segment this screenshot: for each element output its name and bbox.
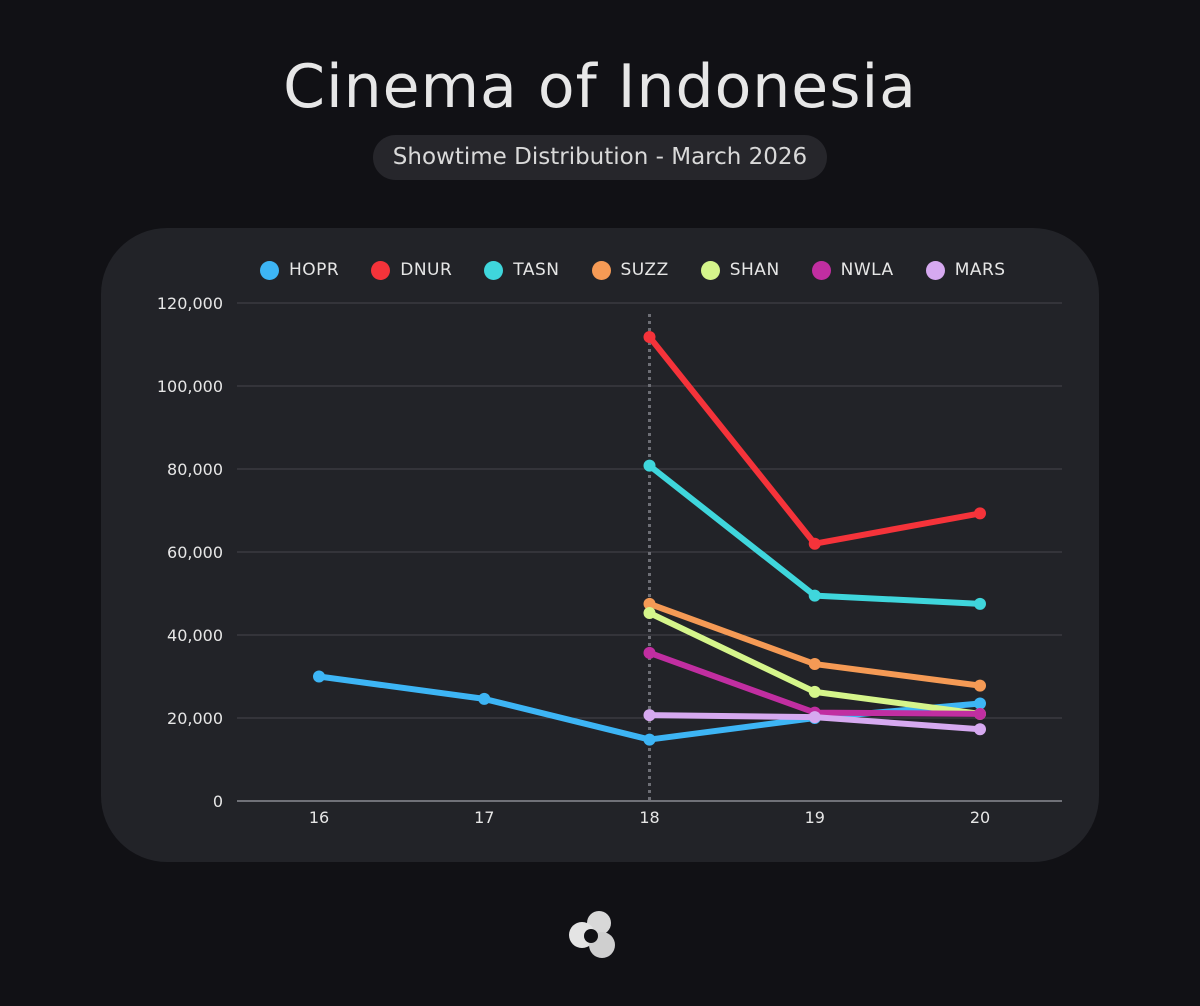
data-point-tasn	[808, 589, 821, 602]
legend-swatch	[484, 260, 504, 280]
legend-label: HOPR	[289, 260, 340, 280]
legend-label: MARS	[954, 260, 1006, 280]
legend-label: NWLA	[840, 260, 894, 280]
legend-item-mars: MARS	[925, 260, 1006, 280]
x-tick-label: 20	[970, 808, 990, 827]
page-title: Cinema of Indonesia	[283, 52, 917, 122]
x-tick-label: 16	[309, 808, 329, 827]
data-point-hopr	[478, 692, 491, 705]
legend-swatch	[700, 260, 720, 280]
y-tick-label: 100,000	[157, 377, 223, 396]
data-point-tasn	[974, 597, 986, 610]
data-point-mars	[643, 709, 656, 722]
legend-item-shan: SHAN	[700, 260, 780, 280]
legend-label: SUZZ	[620, 260, 669, 280]
legend-label: TASN	[513, 260, 560, 280]
data-point-suzz	[808, 658, 821, 671]
data-point-hopr	[974, 697, 986, 710]
y-tick-label: 60,000	[167, 543, 223, 562]
legend-label: SHAN	[729, 260, 780, 280]
data-point-dnur	[808, 537, 821, 550]
data-point-dnur	[643, 331, 656, 344]
chart-card	[101, 228, 1099, 862]
subtitle-pill: Showtime Distribution - March 2026	[372, 135, 828, 180]
chart-legend: HOPR DNUR TASN SUZZ SHAN NWLA MARS	[260, 258, 1038, 282]
legend-swatch	[925, 260, 945, 280]
series-line-dnur	[646, 334, 983, 547]
legend-label: DNUR	[400, 260, 453, 280]
legend-item-suzz: SUZZ	[591, 260, 669, 280]
data-point-nwla	[974, 707, 986, 720]
x-tick-label: 19	[805, 808, 825, 827]
y-tick-label: 80,000	[167, 460, 223, 479]
y-tick-label: 20,000	[167, 709, 223, 728]
legend-swatch	[811, 260, 831, 280]
data-point-dnur	[974, 507, 986, 520]
legend-item-tasn: TASN	[484, 260, 559, 280]
x-tick-label: 18	[639, 808, 659, 827]
legend-item-hopr: HOPR	[260, 260, 339, 280]
y-tick-label: 0	[213, 792, 223, 811]
data-point-nwla	[643, 646, 656, 659]
data-point-hopr	[313, 670, 325, 683]
data-point-suzz	[643, 597, 656, 610]
legend-swatch	[260, 260, 279, 280]
data-point-mars	[974, 723, 986, 736]
legend-item-dnur: DNUR	[371, 260, 452, 280]
y-tick-label: 40,000	[167, 626, 223, 645]
data-point-shan	[808, 685, 821, 698]
legend-swatch	[591, 260, 611, 280]
data-point-hopr	[643, 733, 656, 746]
brand-logo-icon	[569, 911, 615, 958]
legend-swatch	[371, 260, 391, 280]
y-tick-label: 120,000	[157, 294, 223, 313]
series-line-tasn	[646, 462, 983, 607]
data-point-suzz	[974, 679, 986, 692]
x-tick-label: 17	[474, 808, 494, 827]
data-point-mars	[808, 711, 821, 724]
data-point-shan	[643, 607, 656, 620]
legend-item-nwla: NWLA	[811, 260, 894, 280]
data-point-tasn	[643, 459, 656, 472]
